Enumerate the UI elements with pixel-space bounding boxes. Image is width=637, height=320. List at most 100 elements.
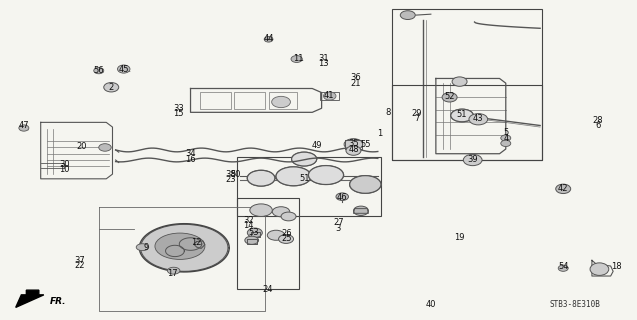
Ellipse shape [268,230,285,240]
Text: 35: 35 [348,139,359,148]
Text: 31: 31 [318,54,329,63]
Text: 20: 20 [76,142,87,151]
Ellipse shape [501,135,511,141]
Text: FR.: FR. [50,297,67,306]
Ellipse shape [308,166,343,184]
Text: 46: 46 [337,193,348,202]
Text: 48: 48 [348,146,359,155]
Text: 1: 1 [377,129,382,138]
Text: 12: 12 [192,238,202,247]
Ellipse shape [247,170,275,186]
Bar [392,10,542,160]
Text: 3: 3 [336,224,341,233]
Ellipse shape [400,11,415,20]
Ellipse shape [271,96,290,108]
Text: 24: 24 [262,285,273,294]
Text: 19: 19 [454,233,465,242]
Text: 34: 34 [185,149,196,158]
Text: 27: 27 [333,218,344,227]
Text: 55: 55 [360,140,371,149]
Ellipse shape [117,65,130,73]
Ellipse shape [245,236,259,244]
Text: 50: 50 [231,170,241,179]
Text: 6: 6 [596,121,601,130]
Ellipse shape [354,206,368,215]
Text: 43: 43 [473,114,483,123]
Ellipse shape [155,233,205,260]
Ellipse shape [272,207,290,217]
Text: 9: 9 [143,243,149,252]
Text: 41: 41 [324,91,334,100]
Text: 30: 30 [59,160,69,169]
Bar [392,85,542,160]
Ellipse shape [94,68,104,74]
Ellipse shape [346,146,361,155]
Ellipse shape [19,125,29,131]
Ellipse shape [104,83,118,92]
Ellipse shape [463,154,482,166]
Text: 29: 29 [412,109,422,118]
Text: 42: 42 [558,184,568,193]
Ellipse shape [276,167,311,186]
Bar [238,157,381,216]
Text: 36: 36 [350,73,361,82]
Ellipse shape [99,144,111,151]
Ellipse shape [291,56,303,62]
Ellipse shape [555,184,571,194]
Ellipse shape [558,265,568,271]
Ellipse shape [281,212,296,221]
Text: 11: 11 [293,53,304,63]
Text: 53: 53 [248,228,259,236]
Text: 5: 5 [503,128,508,137]
Ellipse shape [452,77,467,86]
Text: 13: 13 [318,59,329,68]
Text: STB3-8E310B: STB3-8E310B [549,300,600,309]
Ellipse shape [168,267,180,274]
Ellipse shape [350,176,381,193]
Text: 23: 23 [225,175,236,184]
Ellipse shape [141,224,228,271]
Ellipse shape [451,109,473,122]
Ellipse shape [336,193,348,200]
Ellipse shape [501,140,511,147]
Ellipse shape [292,152,317,166]
Text: 51: 51 [457,110,468,119]
Text: 32: 32 [243,216,254,225]
Text: 40: 40 [426,300,436,309]
Text: 39: 39 [468,156,478,164]
Ellipse shape [264,36,273,42]
Bar [238,198,299,289]
Text: 26: 26 [282,228,292,237]
Text: 49: 49 [311,141,322,150]
Text: 44: 44 [263,34,274,43]
Text: 22: 22 [75,261,85,270]
Text: 51: 51 [299,174,310,183]
Ellipse shape [469,114,488,125]
Bar [234,92,266,109]
Text: 16: 16 [185,155,196,164]
Ellipse shape [442,92,457,102]
Text: 21: 21 [351,79,361,88]
Ellipse shape [250,204,272,216]
Bar [200,92,231,109]
Text: 45: 45 [118,65,129,74]
Ellipse shape [278,235,294,244]
Ellipse shape [324,92,336,100]
Text: 56: 56 [94,66,104,75]
Text: 10: 10 [59,165,69,174]
Text: 52: 52 [445,92,455,101]
Text: 54: 54 [558,262,568,271]
Text: 4: 4 [503,133,508,142]
Text: 15: 15 [173,109,184,118]
Text: 28: 28 [593,116,603,125]
Polygon shape [16,290,44,308]
Ellipse shape [344,139,363,150]
Text: 8: 8 [386,108,391,117]
Text: 2: 2 [109,84,114,92]
Text: 25: 25 [282,234,292,243]
Text: 47: 47 [18,121,29,130]
Ellipse shape [136,244,148,251]
Text: 17: 17 [167,269,178,278]
Bar [320,92,339,100]
Text: 7: 7 [415,114,420,123]
